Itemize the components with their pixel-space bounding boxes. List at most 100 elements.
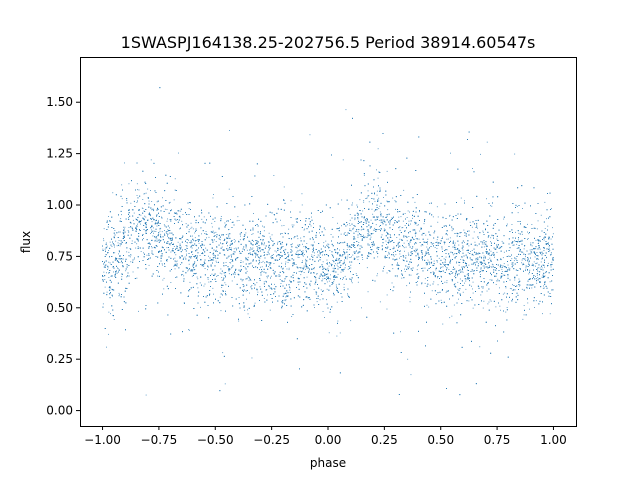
data-point	[370, 219, 372, 221]
data-point	[527, 269, 528, 271]
data-point	[414, 201, 416, 203]
data-point	[182, 274, 184, 275]
data-point	[358, 256, 360, 258]
data-point	[238, 220, 240, 221]
data-point	[263, 281, 265, 283]
data-point	[166, 247, 168, 249]
data-point	[126, 276, 128, 278]
data-point	[291, 249, 292, 251]
data-point	[207, 269, 208, 271]
data-point	[443, 258, 445, 260]
data-point	[502, 267, 503, 268]
data-point	[330, 274, 331, 276]
data-point	[143, 252, 144, 254]
data-point	[521, 288, 523, 290]
data-point	[502, 257, 504, 259]
data-point	[326, 259, 328, 261]
data-point	[462, 271, 464, 273]
data-point	[246, 298, 247, 300]
data-point	[371, 242, 372, 243]
data-point	[196, 276, 198, 278]
data-point	[163, 277, 165, 279]
data-point	[344, 232, 346, 233]
data-point	[492, 266, 494, 267]
data-point	[385, 217, 387, 218]
data-point	[454, 283, 456, 285]
data-point	[152, 230, 154, 232]
data-point	[476, 245, 478, 247]
data-point	[257, 291, 259, 293]
data-point	[399, 229, 401, 231]
data-point	[525, 267, 527, 269]
data-point	[327, 270, 329, 272]
data-point	[405, 246, 407, 248]
data-point	[496, 251, 498, 253]
data-point	[113, 271, 114, 273]
data-point	[534, 227, 536, 229]
data-point	[296, 221, 298, 222]
data-point	[531, 245, 533, 247]
data-point	[503, 242, 505, 244]
data-point	[235, 240, 236, 242]
data-point	[461, 270, 463, 272]
data-point	[298, 257, 300, 258]
data-point	[328, 265, 330, 267]
data-point	[117, 242, 119, 244]
data-point	[203, 249, 205, 251]
data-point	[238, 320, 240, 322]
data-point	[191, 226, 193, 228]
data-point	[480, 268, 482, 270]
data-point	[503, 251, 505, 253]
data-point	[448, 269, 450, 270]
data-point	[306, 276, 308, 278]
data-point	[492, 252, 494, 254]
data-point	[166, 232, 167, 234]
data-point	[255, 242, 257, 244]
data-point	[213, 194, 214, 195]
data-point	[507, 264, 509, 266]
data-point	[381, 234, 383, 236]
data-point	[299, 267, 301, 268]
data-point	[456, 262, 457, 264]
data-point	[227, 245, 228, 247]
data-point	[502, 274, 504, 276]
data-point	[108, 261, 110, 263]
data-point	[376, 190, 378, 192]
data-point	[341, 269, 342, 271]
data-point	[183, 257, 185, 259]
data-point	[361, 228, 363, 230]
data-point	[303, 265, 305, 267]
data-point	[438, 257, 440, 259]
data-point	[173, 246, 175, 247]
data-point	[525, 260, 527, 261]
data-point	[335, 249, 337, 251]
data-point	[522, 264, 523, 266]
data-point	[298, 271, 300, 272]
data-point	[285, 299, 287, 300]
data-point	[536, 262, 538, 264]
data-point	[185, 267, 187, 269]
data-point	[407, 266, 408, 268]
data-point	[483, 243, 485, 245]
data-point	[218, 238, 220, 240]
data-point	[543, 285, 544, 287]
data-point	[541, 267, 543, 269]
data-point	[203, 216, 205, 218]
data-point	[494, 256, 495, 258]
data-point	[148, 264, 150, 266]
data-point	[299, 270, 301, 272]
data-point	[304, 254, 305, 255]
data-point	[134, 257, 135, 259]
data-point	[245, 232, 247, 234]
data-point	[269, 309, 271, 311]
data-point	[410, 374, 412, 376]
data-point	[537, 220, 539, 222]
data-point	[313, 272, 315, 274]
data-point	[126, 258, 127, 260]
data-point	[392, 268, 394, 270]
data-point	[290, 200, 292, 202]
data-point	[150, 208, 152, 209]
data-point	[305, 258, 307, 260]
data-point	[380, 221, 382, 223]
data-point	[386, 294, 388, 296]
